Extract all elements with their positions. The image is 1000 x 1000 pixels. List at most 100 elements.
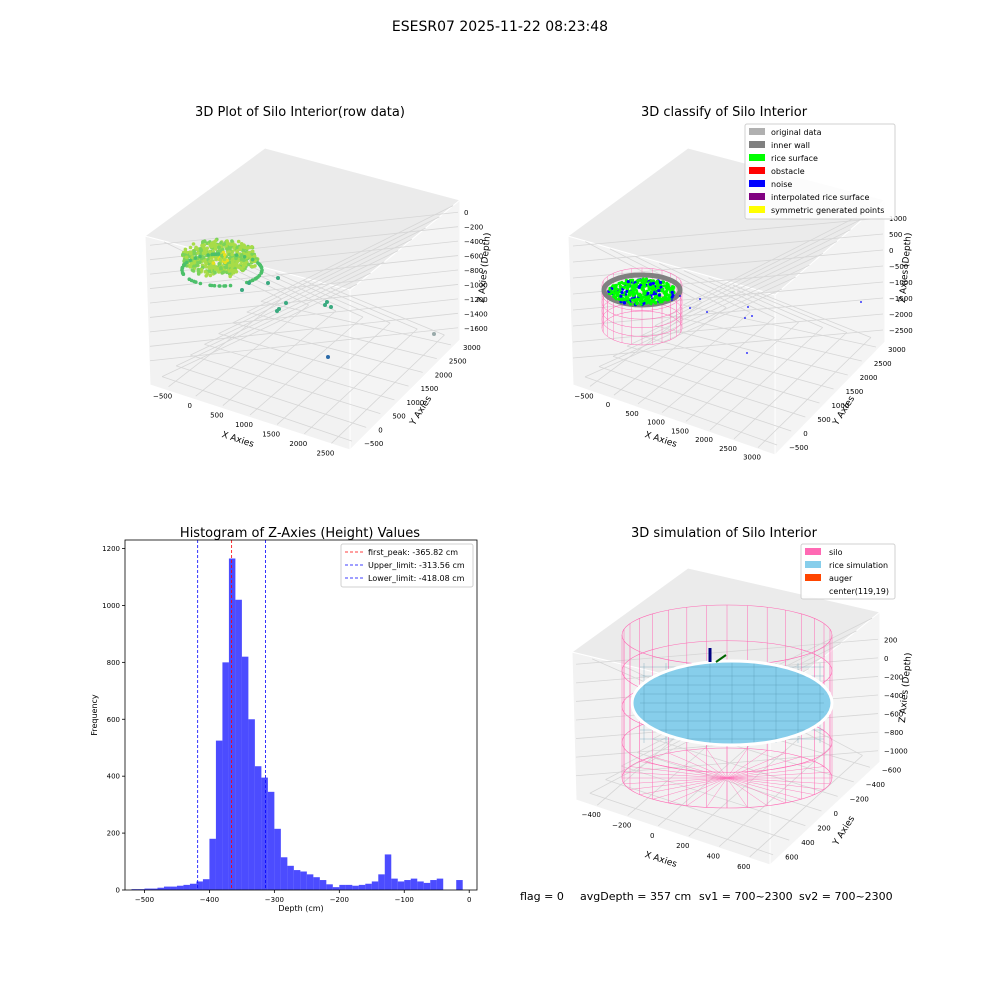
classify-noise-point: [679, 295, 681, 297]
classify-gridline: [572, 329, 884, 359]
classify-legend-swatch: [749, 167, 765, 174]
classify-gridline: [709, 327, 823, 431]
simulation-silo-floor-spoke: [668, 777, 728, 804]
classify-z-tick-label: −1500: [889, 295, 913, 303]
simulation-silo-floor-spoke: [639, 761, 728, 779]
classify-noise-point: [706, 311, 708, 313]
classify-point: [672, 285, 676, 289]
raw-point: [188, 258, 192, 263]
classify-point: [651, 284, 655, 288]
classify-legend-label: obstacle: [771, 167, 805, 176]
raw-point: [212, 265, 216, 270]
histogram-bars: [131, 558, 463, 890]
histogram-bar: [306, 874, 314, 890]
figure-suptitle: ESESR07 2025-11-22 08:23:48: [392, 19, 608, 35]
histogram-bar: [456, 880, 463, 890]
raw-point: [182, 263, 186, 268]
classify-point: [641, 295, 645, 299]
classify-point: [651, 281, 656, 285]
classify-point: [635, 302, 639, 306]
classify-z-tick-label: 1000: [889, 215, 907, 223]
raw-point: [192, 249, 196, 253]
raw-point: [208, 273, 213, 278]
histogram-bar: [332, 887, 340, 890]
raw-x-tick-label: 2000: [289, 440, 307, 448]
histogram-x-tick-label: −300: [265, 896, 284, 904]
raw-gridline: [149, 211, 459, 246]
raw-gridline: [204, 250, 399, 345]
classify-point: [626, 280, 630, 284]
status-footer: flag = 0 avgDepth = 357 cm sv1 = 700~230…: [520, 890, 893, 903]
raw-point: [329, 305, 333, 309]
classify-point: [625, 285, 629, 289]
simulation-z-tick-label: −1000: [884, 748, 908, 756]
raw-point: [230, 239, 234, 243]
raw-z-ticks: 0 −200 −400 −600 −800 −1000 −1200 −1400 −1600: [464, 209, 488, 333]
simulation-silo-floor-spoke: [726, 750, 768, 779]
classify-point: [649, 290, 653, 294]
histogram-bar: [365, 883, 372, 890]
classify-noise-point: [744, 317, 746, 319]
histogram-bar: [176, 885, 184, 890]
raw-point: [221, 270, 226, 274]
simulation-x-tick-label: 400: [707, 853, 720, 861]
raw-point: [200, 243, 204, 248]
raw-point: [190, 268, 195, 272]
simulation-silo-floor-spoke: [726, 777, 802, 800]
raw-point: [196, 251, 200, 255]
raw-x-tick-label: −500: [153, 393, 172, 401]
classify-point: [651, 287, 655, 291]
raw-point: [241, 264, 246, 269]
classify-gridline: [589, 302, 703, 387]
raw-point: [204, 248, 208, 252]
histogram-y-ticks: 0 200 400 600 800 1000 1200: [102, 545, 125, 895]
raw-point: [222, 257, 227, 262]
classify-point: [643, 291, 647, 295]
raw-x-tick-label: 500: [210, 412, 223, 420]
classify-x-tick-label: −500: [574, 392, 593, 400]
raw-gridline: [161, 284, 358, 377]
classify-point: [657, 296, 661, 300]
raw-point: [190, 255, 195, 260]
raw-z-tick-label: −1600: [464, 325, 488, 333]
classify-gridline: [654, 325, 848, 376]
simulation-rice-surface: [630, 659, 834, 747]
raw-point: [228, 274, 232, 279]
panel-classify-3d: 3D classify of Silo Interior −5000500100…: [566, 105, 914, 462]
raw-gridline: [176, 365, 367, 428]
classify-point: [620, 290, 624, 295]
histogram-bar: [313, 877, 320, 890]
footer-sv2: sv2 = 700~2300: [799, 890, 893, 903]
simulation-y-tick-label: −200: [850, 795, 869, 803]
raw-point: [203, 270, 208, 274]
raw-point: [199, 268, 204, 272]
histogram-bar: [345, 884, 353, 890]
raw-point: [234, 256, 238, 261]
classify-point: [659, 280, 663, 285]
classify-x-tick-label: 2500: [719, 445, 737, 453]
histogram-bar: [391, 878, 398, 890]
classify-point: [622, 301, 627, 305]
simulation-silo-floor-spoke: [726, 756, 802, 779]
histogram-bar: [261, 777, 268, 890]
panel-simulation-title: 3D simulation of Silo Interior: [631, 526, 818, 541]
raw-points: [180, 237, 436, 359]
classify-point: [665, 284, 669, 288]
classify-points: [601, 272, 862, 354]
classify-gridline: [757, 292, 872, 338]
simulation-silo-floor-spoke: [726, 748, 748, 779]
raw-point: [220, 247, 225, 252]
panel-raw-3d: 3D Plot of Silo Interior(row data) −500 0…: [143, 105, 493, 457]
raw-point: [189, 252, 193, 256]
histogram-x-tick-label: −500: [135, 896, 154, 904]
classify-point: [627, 282, 631, 286]
raw-point: [247, 281, 251, 285]
classify-z-ticks: 1000 500 0 −500 −1000 −1500 −2000 −2500: [889, 215, 913, 335]
raw-z-tick-label: 0: [464, 209, 468, 217]
raw-gridline: [260, 205, 454, 302]
histogram-bar: [241, 656, 249, 890]
classify-point: [659, 297, 663, 301]
histogram-title: Histogram of Z-Axies (Height) Values: [180, 526, 420, 541]
classify-point: [653, 295, 658, 299]
